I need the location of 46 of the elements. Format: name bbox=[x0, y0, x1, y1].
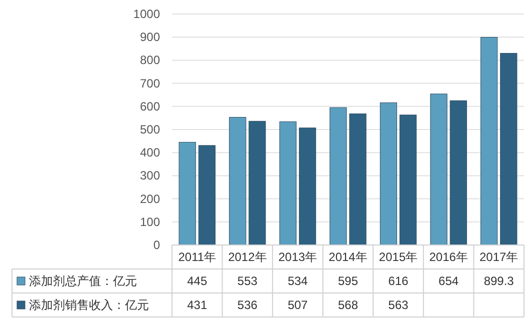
data-label: 568 bbox=[338, 298, 358, 312]
bar bbox=[298, 128, 316, 246]
y-tick-label: 100 bbox=[140, 214, 160, 229]
bar bbox=[279, 121, 296, 246]
bar bbox=[248, 120, 266, 246]
data-label: 553 bbox=[237, 274, 258, 288]
bar bbox=[229, 117, 246, 246]
data-label: 616 bbox=[388, 274, 409, 288]
data-label: 445 bbox=[187, 274, 208, 288]
bar bbox=[178, 142, 196, 246]
y-tick-label: 600 bbox=[140, 99, 160, 114]
data-label: 507 bbox=[288, 298, 308, 312]
y-tick-label: 900 bbox=[140, 30, 160, 44]
data-label: 595 bbox=[338, 274, 358, 288]
x-tick-label: 2013年 bbox=[278, 250, 318, 264]
legend-label: 添加剂销售收入：亿元 bbox=[29, 298, 149, 312]
x-tick-label: 2012年 bbox=[228, 250, 267, 264]
bar bbox=[480, 37, 498, 246]
data-label: 534 bbox=[288, 274, 308, 288]
data-label: 654 bbox=[438, 274, 459, 288]
x-tick-label: 2014年 bbox=[328, 250, 368, 264]
data-label: 431 bbox=[187, 298, 208, 312]
y-tick-label: 500 bbox=[140, 122, 160, 136]
y-tick-label: 700 bbox=[140, 76, 160, 90]
data-label: 899.3 bbox=[484, 274, 514, 288]
x-tick-label: 2016年 bbox=[429, 250, 468, 264]
x-tick-label: 2017年 bbox=[480, 250, 518, 264]
bar bbox=[430, 94, 448, 246]
y-tick-label: 0 bbox=[153, 238, 160, 252]
bar bbox=[198, 145, 216, 246]
y-tick-label: 800 bbox=[140, 53, 160, 68]
bar bbox=[500, 53, 518, 246]
bar bbox=[380, 102, 398, 246]
x-tick-label: 2015年 bbox=[378, 250, 418, 264]
y-tick-label: 1000 bbox=[133, 7, 160, 21]
y-tick-label: 400 bbox=[140, 146, 160, 160]
bar bbox=[450, 100, 467, 246]
bar bbox=[330, 107, 347, 246]
bar bbox=[349, 114, 366, 246]
data-label: 563 bbox=[388, 298, 409, 312]
legend-label: 添加剂总产值：亿元 bbox=[29, 274, 137, 288]
data-label: 536 bbox=[237, 298, 258, 312]
x-tick-label: 2011年 bbox=[178, 250, 216, 264]
y-tick-label: 200 bbox=[140, 192, 160, 206]
bar bbox=[400, 114, 417, 246]
y-tick-label: 300 bbox=[140, 168, 160, 183]
